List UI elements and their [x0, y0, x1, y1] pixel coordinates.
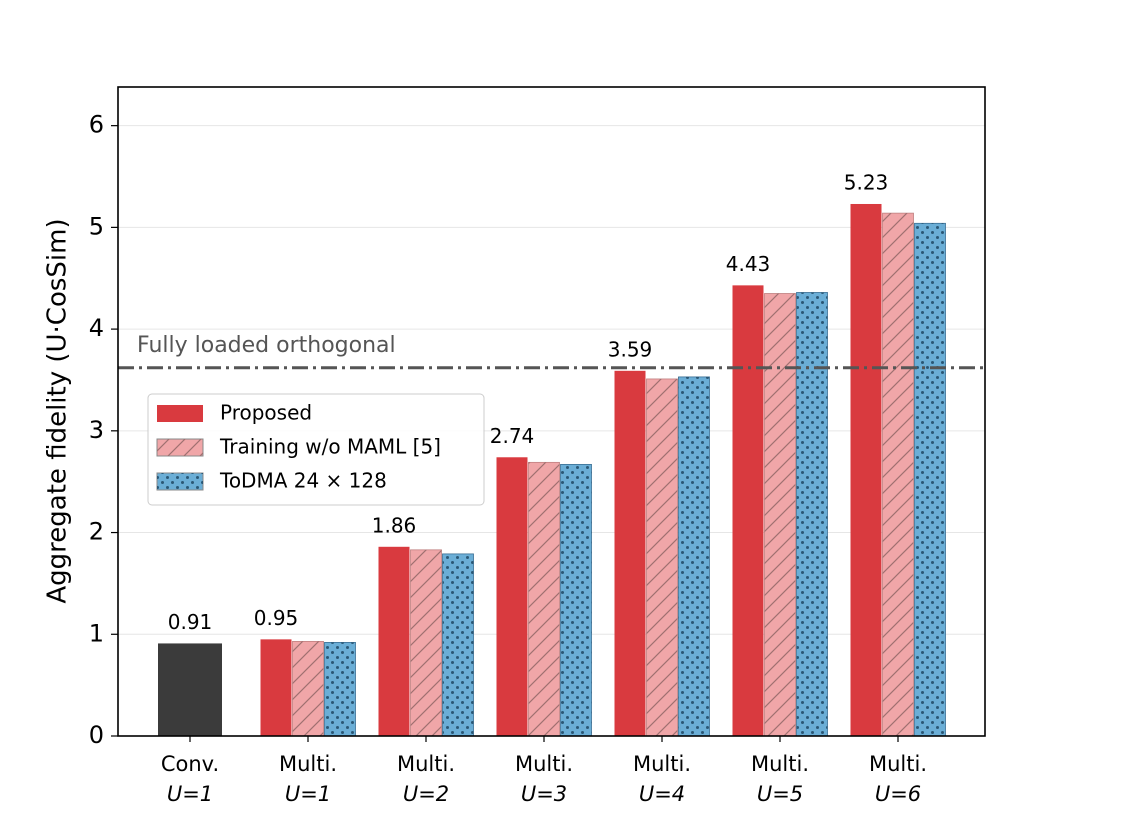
x-tick-label: U=3 — [521, 782, 567, 806]
bar-hatch — [764, 293, 796, 736]
y-tick-label: 4 — [89, 314, 104, 342]
x-tick-label: U=5 — [757, 782, 803, 806]
legend-swatch — [157, 405, 203, 422]
x-tick-label: U=1 — [167, 782, 213, 806]
reference-label: Fully loaded orthogonal — [137, 333, 396, 358]
bar — [732, 285, 764, 736]
bar-hatch — [914, 223, 946, 736]
bar-hatch — [678, 376, 710, 736]
bar — [496, 457, 528, 736]
bar-hatch — [410, 549, 442, 736]
y-tick-label: 5 — [89, 212, 104, 240]
x-tick-label: Multi. — [633, 752, 691, 776]
bar-hatch — [324, 642, 356, 736]
x-tick-label: Multi. — [279, 752, 337, 776]
x-tick-label: Multi. — [869, 752, 927, 776]
x-tick-label: Multi. — [397, 752, 455, 776]
legend-hatch — [157, 473, 203, 490]
y-tick-label: 1 — [89, 619, 104, 647]
bar-hatch — [646, 378, 678, 736]
bar-hatch — [292, 641, 324, 736]
y-tick-label: 3 — [89, 416, 104, 444]
bar-hatch — [528, 462, 560, 736]
y-axis-label: Aggregate fidelity (U·CosSim) — [43, 218, 73, 603]
x-tick-label: U=4 — [639, 782, 685, 806]
plot-frame — [117, 86, 986, 737]
data-label: 0.95 — [254, 606, 299, 630]
bar-hatch — [796, 292, 828, 736]
legend-label: Training w/o MAML [5] — [219, 435, 441, 459]
data-label: 4.43 — [726, 252, 771, 276]
data-label: 5.23 — [844, 170, 889, 194]
y-tick-label: 6 — [89, 111, 104, 139]
bar — [850, 203, 882, 736]
legend-box — [147, 393, 485, 506]
bar-hatch — [442, 553, 474, 736]
legend-label: ToDMA 24 × 128 — [219, 469, 387, 493]
data-label: 0.91 — [168, 610, 213, 634]
bar — [378, 546, 410, 736]
data-label: 2.74 — [490, 424, 535, 448]
bar — [158, 643, 222, 736]
y-tick-label: 2 — [89, 518, 104, 546]
x-tick-label: U=6 — [875, 782, 921, 806]
bar — [614, 370, 646, 736]
bar — [260, 639, 292, 736]
data-label: 1.86 — [372, 513, 417, 537]
legend-label: Proposed — [220, 401, 312, 425]
x-tick-label: Conv. — [161, 752, 219, 776]
bar-hatch — [560, 464, 592, 736]
x-tick-label: Multi. — [515, 752, 573, 776]
legend-hatch — [157, 439, 203, 456]
y-tick-label: 0 — [89, 721, 104, 749]
x-tick-label: U=2 — [403, 782, 449, 806]
x-tick-label: Multi. — [751, 752, 809, 776]
bar-hatch — [882, 213, 914, 736]
data-label: 3.59 — [608, 337, 653, 361]
x-tick-label: U=1 — [285, 782, 331, 806]
